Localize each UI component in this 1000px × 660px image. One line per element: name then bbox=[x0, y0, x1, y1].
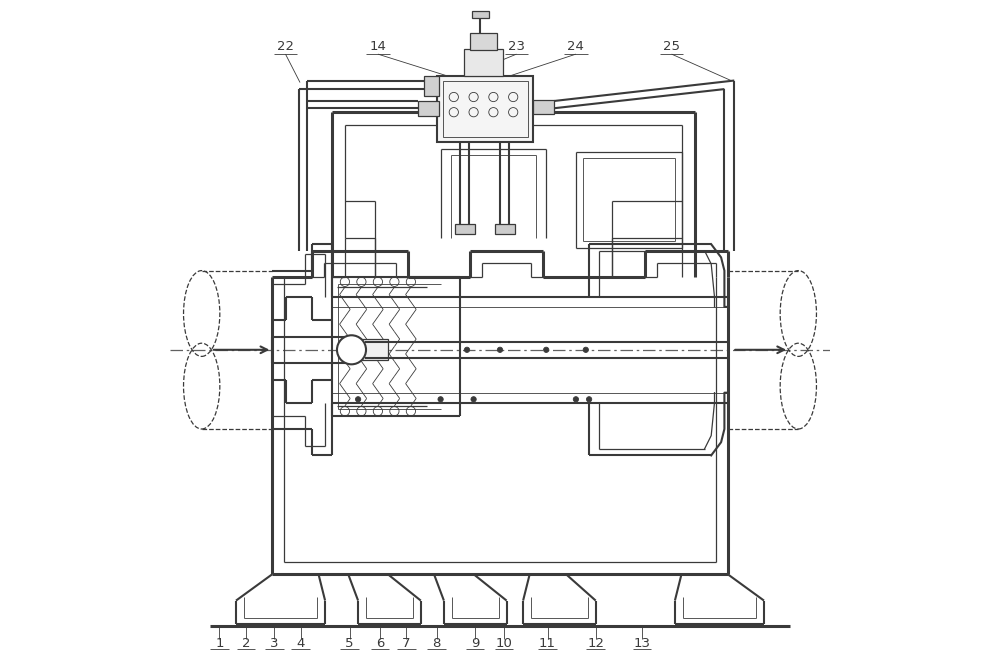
Text: 9: 9 bbox=[471, 637, 479, 650]
Circle shape bbox=[337, 335, 366, 364]
Bar bbox=[470, 33, 497, 50]
Bar bbox=[464, 50, 503, 76]
Text: 25: 25 bbox=[663, 40, 680, 53]
Text: 10: 10 bbox=[496, 637, 512, 650]
Circle shape bbox=[544, 347, 549, 352]
Text: 4: 4 bbox=[296, 637, 305, 650]
Bar bbox=[533, 100, 554, 114]
Text: 5: 5 bbox=[345, 637, 354, 650]
Circle shape bbox=[464, 347, 470, 352]
Text: 24: 24 bbox=[567, 40, 584, 53]
Text: 1: 1 bbox=[215, 637, 224, 650]
Text: 8: 8 bbox=[432, 637, 441, 650]
Text: 22: 22 bbox=[277, 40, 294, 53]
Bar bbox=[443, 81, 528, 137]
Circle shape bbox=[438, 397, 443, 402]
Text: 2: 2 bbox=[242, 637, 250, 650]
Circle shape bbox=[355, 397, 361, 402]
Bar bbox=[348, 339, 388, 360]
Bar bbox=[437, 76, 533, 142]
Bar bbox=[455, 224, 475, 234]
Text: 23: 23 bbox=[508, 40, 525, 53]
Text: 11: 11 bbox=[539, 637, 556, 650]
Bar bbox=[495, 224, 515, 234]
Text: 6: 6 bbox=[376, 637, 384, 650]
Circle shape bbox=[471, 397, 476, 402]
Circle shape bbox=[573, 397, 579, 402]
Text: 3: 3 bbox=[270, 637, 279, 650]
Bar bbox=[424, 76, 439, 96]
Text: 13: 13 bbox=[633, 637, 650, 650]
Circle shape bbox=[586, 397, 592, 402]
Bar bbox=[472, 11, 489, 18]
Text: 7: 7 bbox=[402, 637, 411, 650]
Text: 12: 12 bbox=[587, 637, 604, 650]
Circle shape bbox=[497, 347, 503, 352]
Circle shape bbox=[583, 347, 588, 352]
Text: 14: 14 bbox=[369, 40, 386, 53]
Bar bbox=[418, 101, 439, 116]
